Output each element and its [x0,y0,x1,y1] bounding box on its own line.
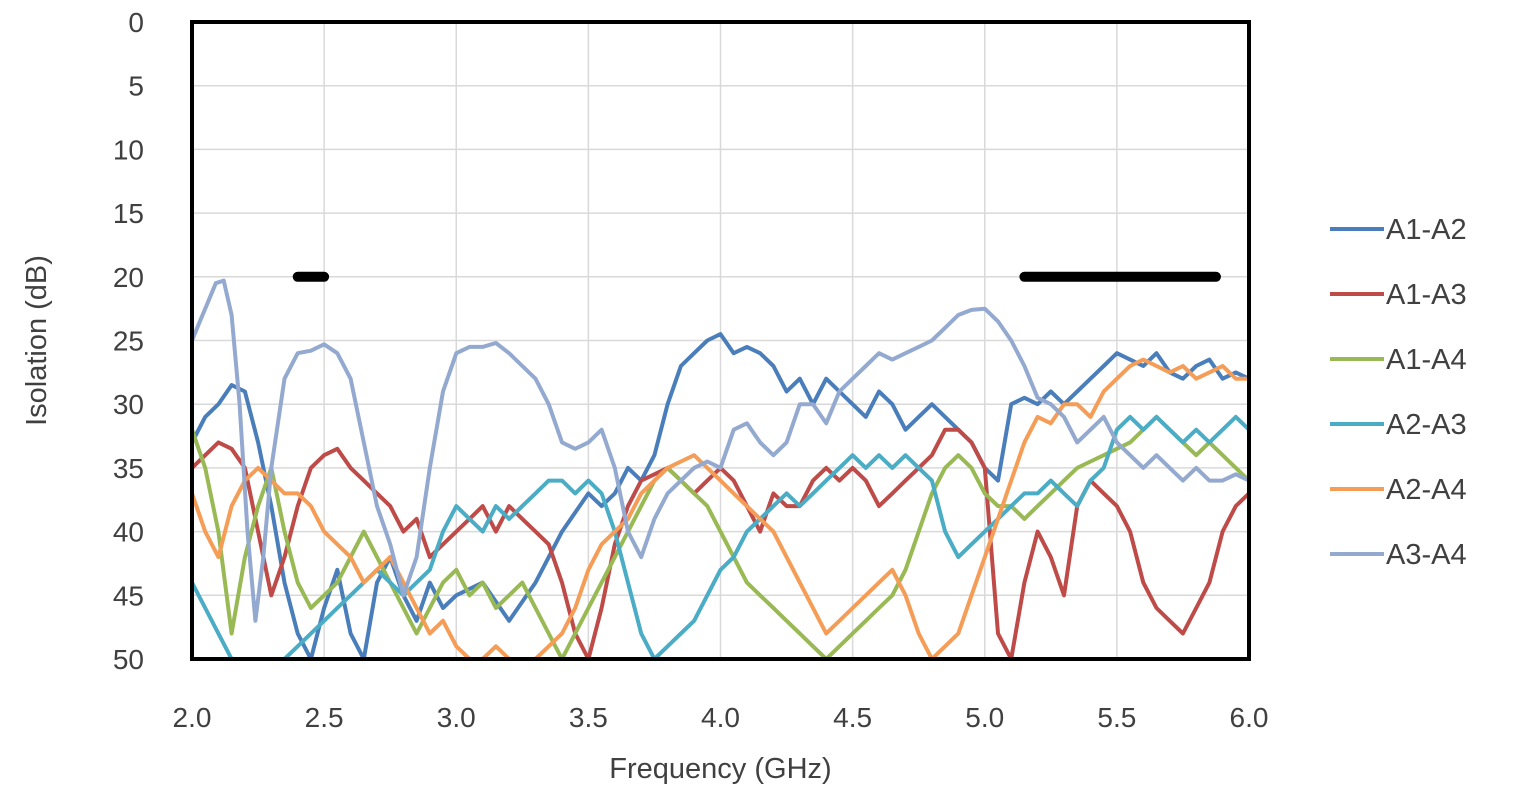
x-axis-title: Frequency (GHz) [609,753,831,785]
legend-label-a3-a4: A3-A4 [1386,539,1467,571]
series-line-a1-a2 [192,332,1249,659]
legend-label-a1-a2: A1-A2 [1386,214,1467,246]
series-line-a1-a4 [192,414,1249,659]
y-tick-label: 45 [113,580,144,611]
y-tick-label: 40 [113,517,144,548]
x-tick-label: 5.5 [1097,702,1136,733]
y-tick-label: 35 [113,453,144,484]
x-tick-label: 6.0 [1230,702,1269,733]
legend-label-a1-a3: A1-A3 [1386,279,1467,311]
x-tick-label: 5.0 [965,702,1004,733]
legend-label-a1-a4: A1-A4 [1386,344,1467,376]
legend-label-a2-a4: A2-A4 [1386,474,1467,506]
y-tick-label: 30 [113,389,144,420]
series-lines [192,278,1249,659]
y-tick-label: 5 [128,71,144,102]
y-tick-label: 0 [128,7,144,38]
y-tick-label: 20 [113,262,144,293]
x-tick-label: 3.0 [437,702,476,733]
x-tick-label: 2.0 [173,702,212,733]
y-axis-title: Isolation (dB) [21,255,53,426]
plot-area-border [190,20,1251,661]
series-line-a3-a4 [192,278,1249,623]
y-axis-tick-labels: 0 5 10 15 20 25 30 35 40 45 50 [113,7,144,675]
y-tick-label: 25 [113,326,144,357]
legend: A1-A2 A1-A3 A1-A4 A2-A3 A2-A4 A3-A4 [1330,214,1467,571]
x-tick-label: 2.5 [305,702,344,733]
y-tick-label: 15 [113,198,144,229]
y-tick-label: 50 [113,644,144,675]
legend-label-a2-a3: A2-A3 [1386,409,1467,441]
y-tick-label: 10 [113,134,144,165]
x-tick-label: 4.0 [701,702,740,733]
x-axis-tick-labels: 2.0 2.5 3.0 3.5 4.0 4.5 5.0 5.5 6.0 [173,702,1269,733]
series-line-a2-a4 [192,357,1249,659]
x-tick-label: 3.5 [569,702,608,733]
x-tick-label: 4.5 [833,702,872,733]
